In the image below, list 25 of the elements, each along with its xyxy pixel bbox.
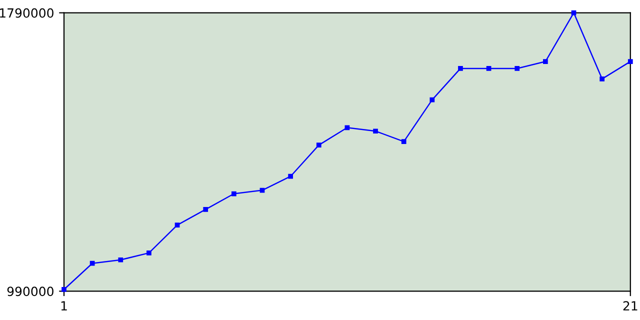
point (514, 66, 520, 71)
point (260, 188, 265, 193)
point (600, 76, 605, 82)
point (62, 287, 66, 292)
point (90, 260, 95, 266)
point (628, 59, 633, 64)
y-tick-label: 1790000 (0, 8, 54, 18)
point (458, 66, 463, 71)
x-tick-label: 21 (623, 301, 638, 310)
point (344, 125, 350, 130)
point (430, 97, 435, 102)
point (231, 191, 236, 196)
point (543, 59, 548, 64)
point (118, 257, 124, 262)
x-tick-label: 1 (61, 301, 67, 310)
point (203, 206, 208, 212)
point (571, 10, 576, 16)
point (288, 174, 293, 179)
point (174, 222, 180, 228)
point (316, 142, 322, 148)
y-tick-label: 990000 (7, 286, 54, 296)
point (373, 128, 378, 134)
point (146, 250, 152, 256)
point (401, 139, 406, 144)
point (486, 66, 492, 71)
